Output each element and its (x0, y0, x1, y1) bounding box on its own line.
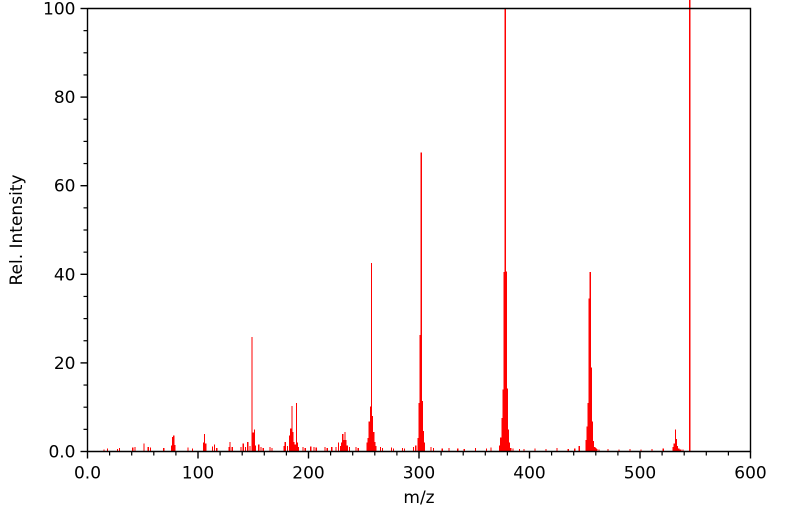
x-tick-label: 400 (513, 464, 545, 484)
tick-labels: 0.0 100 200 300 400 500 600 0.0 20 40 60 80 100 (43, 0, 767, 484)
y-tick-label: 40 (54, 265, 76, 285)
x-axis-title: m/z (403, 488, 434, 508)
y-tick-label: 0.0 (48, 443, 75, 463)
spectrum-series (103, 0, 691, 452)
x-tick-label: 500 (624, 464, 656, 484)
plot-frame (86, 7, 752, 453)
y-axis-title: Rel. Intensity (7, 174, 27, 285)
y-tick-label: 20 (54, 354, 76, 374)
x-tick-label: 600 (734, 464, 766, 484)
x-tick-label: 200 (292, 464, 324, 484)
x-tick-label: 0.0 (74, 464, 101, 484)
x-tick-label: 100 (182, 464, 214, 484)
y-tick-label: 80 (54, 88, 76, 108)
y-tick-label: 60 (54, 177, 76, 197)
x-tick-label: 300 (403, 464, 435, 484)
y-tick-label: 100 (43, 0, 75, 20)
axes (80, 7, 752, 459)
